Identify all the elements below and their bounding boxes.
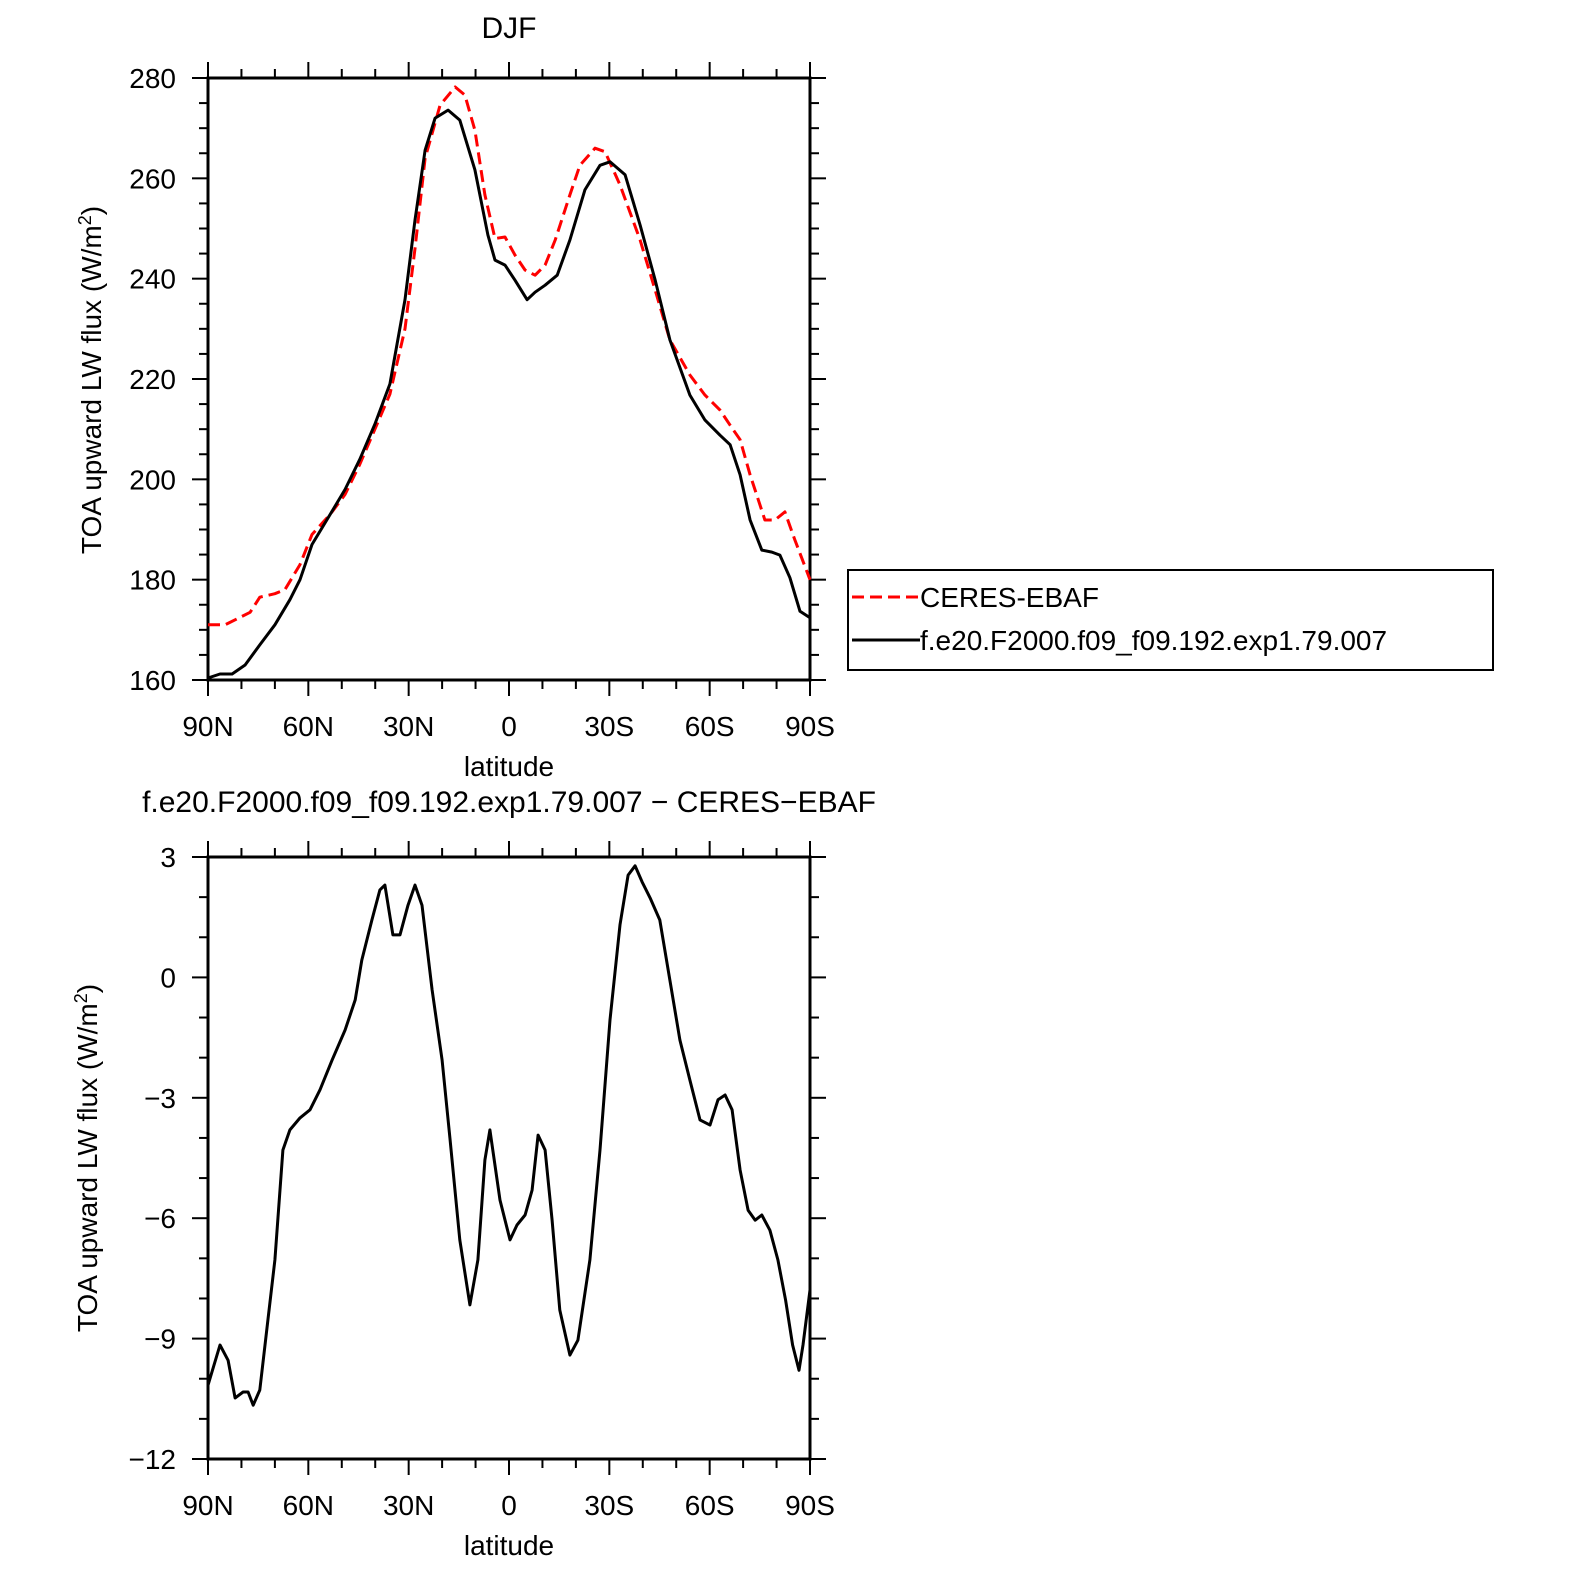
x-tick-label: 30S <box>584 1490 634 1521</box>
y-tick-label: −3 <box>144 1083 176 1114</box>
legend: CERES-EBAF f.e20.F2000.f09_f09.192.exp1.… <box>847 569 1494 671</box>
y-tick-label: 240 <box>129 264 176 295</box>
x-tick-label: 60S <box>685 711 735 742</box>
x-tick-label: 60N <box>283 1490 334 1521</box>
plot-frame <box>206 76 812 682</box>
series-line-difference <box>206 864 812 1407</box>
series-line-f-e20-f2000-f09-f09-192-exp1-79-007 <box>207 108 811 680</box>
x-tick-label: 30N <box>383 711 434 742</box>
chart-title: DJF <box>482 12 537 45</box>
legend-label-model: f.e20.F2000.f09_f09.192.exp1.79.007 <box>920 625 1387 656</box>
x-tick-label: 30S <box>584 711 634 742</box>
y-tick-label: 280 <box>129 63 176 94</box>
y-tick-label: 3 <box>160 842 176 873</box>
x-tick-label: 60N <box>283 711 334 742</box>
y-tick-label: 220 <box>129 364 176 395</box>
legend-box <box>847 569 1494 671</box>
x-tick-label: 30N <box>383 1490 434 1521</box>
y-tick-label: 180 <box>129 565 176 596</box>
x-tick-label: 0 <box>501 711 517 742</box>
x-tick-label: 60S <box>685 1490 735 1521</box>
series-line-ceres-ebaf <box>208 85 812 627</box>
x-tick-label: 90N <box>182 711 233 742</box>
x-tick-label: 90S <box>785 711 835 742</box>
y-tick-label: −12 <box>129 1444 177 1475</box>
plot-djf: DJF latitude TOA upward LW flux (W/m2) 9… <box>75 12 835 782</box>
x-axis-label: latitude <box>464 751 554 782</box>
y-tick-label: 0 <box>160 962 176 993</box>
plot-frame <box>206 855 812 1461</box>
y-tick-label: −9 <box>144 1324 176 1355</box>
y-axis-label: TOA upward LW flux (W/m2) <box>71 984 103 1332</box>
x-axis-label: latitude <box>464 1530 554 1561</box>
y-tick-label: 200 <box>129 464 176 495</box>
plot-difference: f.e20.F2000.f09_f09.192.exp1.79.007 − CE… <box>71 786 876 1561</box>
x-tick-label: 0 <box>501 1490 517 1521</box>
legend-label-ceres: CERES-EBAF <box>920 582 1099 613</box>
y-tick-label: −6 <box>144 1203 176 1234</box>
chart-title: f.e20.F2000.f09_f09.192.exp1.79.007 − CE… <box>142 786 876 819</box>
y-axis-label: TOA upward LW flux (W/m2) <box>75 206 107 554</box>
x-tick-label: 90S <box>785 1490 835 1521</box>
y-tick-label: 260 <box>129 163 176 194</box>
x-tick-label: 90N <box>182 1490 233 1521</box>
y-tick-label: 160 <box>129 665 176 696</box>
